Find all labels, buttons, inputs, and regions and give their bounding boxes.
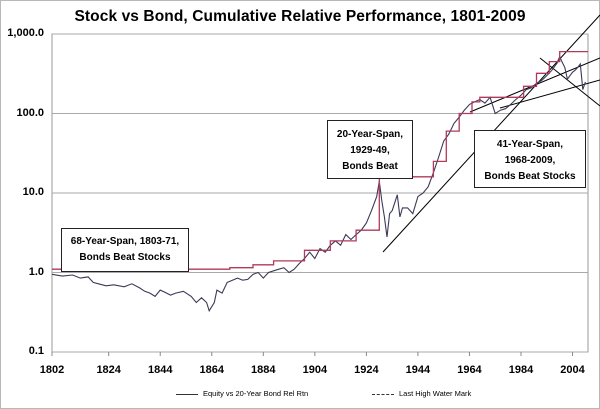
x-tick-label: 1844 bbox=[147, 364, 173, 376]
y-tick-label: 0.1 bbox=[28, 345, 44, 357]
grid-lines bbox=[51, 33, 589, 356]
legend-solid: Equity vs 20-Year Bond Rel Rtn bbox=[176, 389, 308, 398]
x-tick-label: 1944 bbox=[405, 364, 431, 376]
annotation-line: Bonds Beat Stocks bbox=[79, 252, 171, 263]
legend-dashed-label: Last High Water Mark bbox=[399, 389, 472, 398]
legend-solid-swatch bbox=[176, 393, 198, 395]
x-tick-label: 1864 bbox=[199, 364, 224, 376]
y-tick-label: 1.0 bbox=[28, 265, 44, 278]
annotation-line: Bonds Beat Stocks bbox=[484, 171, 576, 182]
legend-dashed: Last High Water Mark bbox=[372, 389, 471, 398]
legend-dashed-swatch bbox=[372, 393, 394, 395]
annotation-line: 20-Year-Span, bbox=[336, 129, 404, 140]
annotation-line: 41-Year-Span, bbox=[496, 139, 564, 150]
y-tick-label: 1,000.0 bbox=[7, 27, 44, 39]
annotation-1803-71: 68-Year-Span, 1803-71, Bonds Beat Stocks bbox=[61, 228, 189, 272]
trend-line bbox=[499, 79, 600, 109]
y-tick-label: 10.0 bbox=[22, 186, 44, 198]
trend-line bbox=[539, 57, 600, 107]
series-line-equity-vs-bond bbox=[51, 55, 586, 313]
series-line-high-water-mark bbox=[52, 50, 588, 270]
x-tick-label: 1904 bbox=[302, 364, 328, 376]
x-tick-label: 1824 bbox=[96, 364, 121, 376]
annotation-line: 1929-49, bbox=[350, 145, 390, 156]
annotation-1968-2009: 41-Year-Span, 1968-2009, Bonds Beat Stoc… bbox=[474, 130, 586, 188]
annotation-line: Bonds Beat bbox=[342, 161, 398, 172]
annotation-line: 68-Year-Span, 1803-71, bbox=[70, 236, 180, 247]
annotation-line: 1968-2009, bbox=[504, 155, 556, 166]
annotation-1929-49: 20-Year-Span, 1929-49, Bonds Beat bbox=[327, 120, 413, 179]
series-lines bbox=[51, 50, 588, 313]
x-tick-label: 2004 bbox=[560, 364, 585, 376]
y-tick-label: 100.0 bbox=[16, 106, 44, 119]
x-tick-label: 1884 bbox=[251, 364, 276, 376]
x-tick-label: 1924 bbox=[354, 364, 379, 376]
legend-solid-label: Equity vs 20-Year Bond Rel Rtn bbox=[203, 389, 309, 398]
x-tick-label: 1984 bbox=[508, 364, 534, 376]
chart-title: Stock vs Bond, Cumulative Relative Perfo… bbox=[74, 8, 526, 25]
x-tick-label: 1964 bbox=[457, 364, 482, 376]
x-tick-label: 1802 bbox=[39, 364, 65, 376]
